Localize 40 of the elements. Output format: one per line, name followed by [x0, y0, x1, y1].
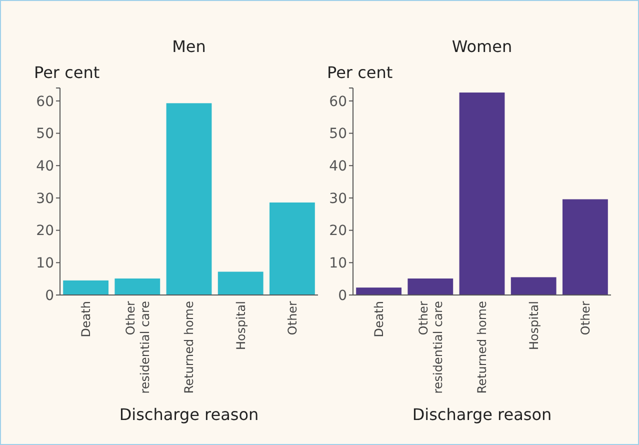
bar: [166, 103, 212, 295]
x-axis-title: Discharge reason: [412, 405, 552, 424]
y-tick-label: 40: [36, 158, 54, 175]
y-tick-label: 10: [36, 256, 54, 272]
y-tick-label: 30: [36, 190, 54, 207]
y-tick-label: 20: [36, 223, 54, 240]
x-tick-label: Returned home: [182, 301, 196, 394]
y-tick-label: 50: [36, 126, 54, 142]
y-tick-label: 10: [329, 256, 347, 272]
y-tick-label: 30: [329, 190, 347, 207]
bar: [562, 199, 608, 295]
bar: [63, 280, 109, 295]
chart-title: Women: [452, 37, 512, 56]
x-tick-label: Other: [285, 300, 300, 336]
y-tick-label: 40: [329, 158, 347, 175]
bar: [218, 272, 264, 295]
bar: [510, 277, 556, 295]
x-tick-label: Death: [79, 301, 93, 338]
y-tick-label: 60: [329, 94, 347, 110]
x-tick-label: Returned home: [475, 301, 490, 394]
x-tick-label: Other residential care: [416, 300, 445, 394]
x-tick-label: Other residential care: [123, 300, 152, 394]
y-tick-label: 0: [338, 288, 347, 304]
bar: [459, 92, 505, 295]
x-tick-label: Death: [372, 301, 386, 338]
x-axis-title: Discharge reason: [119, 405, 259, 424]
bar: [356, 288, 402, 295]
y-tick-label: 20: [329, 223, 347, 240]
x-tick-label: Hospital: [526, 301, 541, 350]
y-axis-title: Per cent: [34, 63, 100, 82]
bar: [408, 278, 454, 295]
y-tick-label: 0: [45, 288, 54, 304]
chart-title: Men: [172, 37, 206, 56]
y-tick-label: 60: [36, 94, 54, 110]
bar: [114, 278, 160, 295]
y-axis-title: Per cent: [327, 63, 393, 82]
x-tick-label: Other: [578, 300, 592, 336]
y-tick-label: 50: [329, 126, 347, 142]
x-tick-label: Hospital: [234, 301, 248, 350]
bar: [269, 202, 315, 295]
